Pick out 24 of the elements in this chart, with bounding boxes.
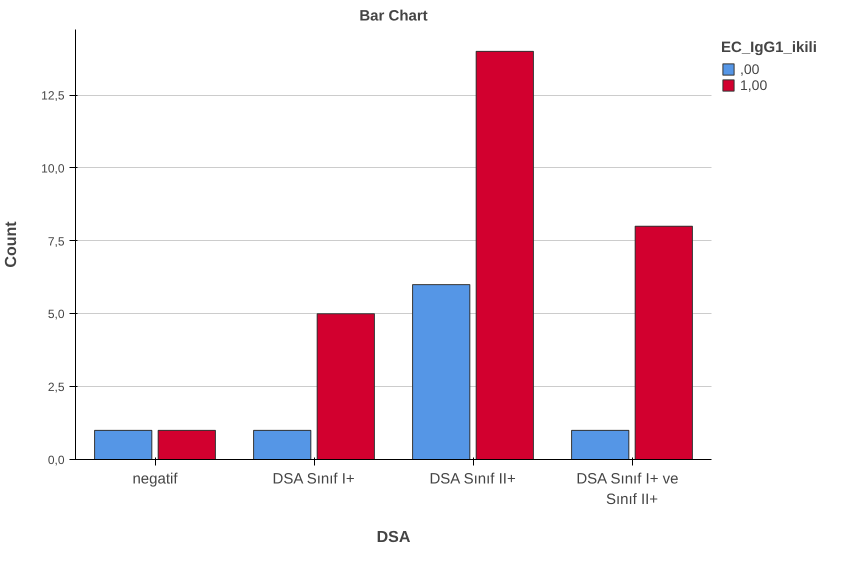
y-tick-label: 5,0 [48,307,65,322]
bar [158,430,216,460]
x-tick-label: DSA Sınıf II+ [429,470,516,488]
bar [94,430,152,460]
y-tick-label: 0,0 [48,453,65,467]
x-tick-label: DSA Sınıf I+ [272,470,355,488]
legend-title: EC_IgG1_ikili [721,39,817,56]
bar [253,430,312,460]
bar [316,313,375,460]
y-tick-label: 12,5 [41,88,65,103]
legend-label: 1,00 [740,77,768,93]
bar [571,430,630,460]
y-tick-label: 7,5 [48,234,65,248]
bar [476,50,534,460]
bar [634,226,693,460]
bar [412,284,470,460]
x-tick-label: DSA Sınıf I+ ve Sınıf II+ [576,470,678,508]
x-tick-label: negatif [132,470,178,488]
chart-title: Bar Chart [359,8,428,24]
legend-label: ,00 [740,61,760,77]
y-axis-title: Count [3,220,20,268]
y-tick-label: 2,5 [48,380,65,394]
x-axis-title: DSA [376,528,411,546]
y-tick-label: 10,0 [41,161,65,176]
